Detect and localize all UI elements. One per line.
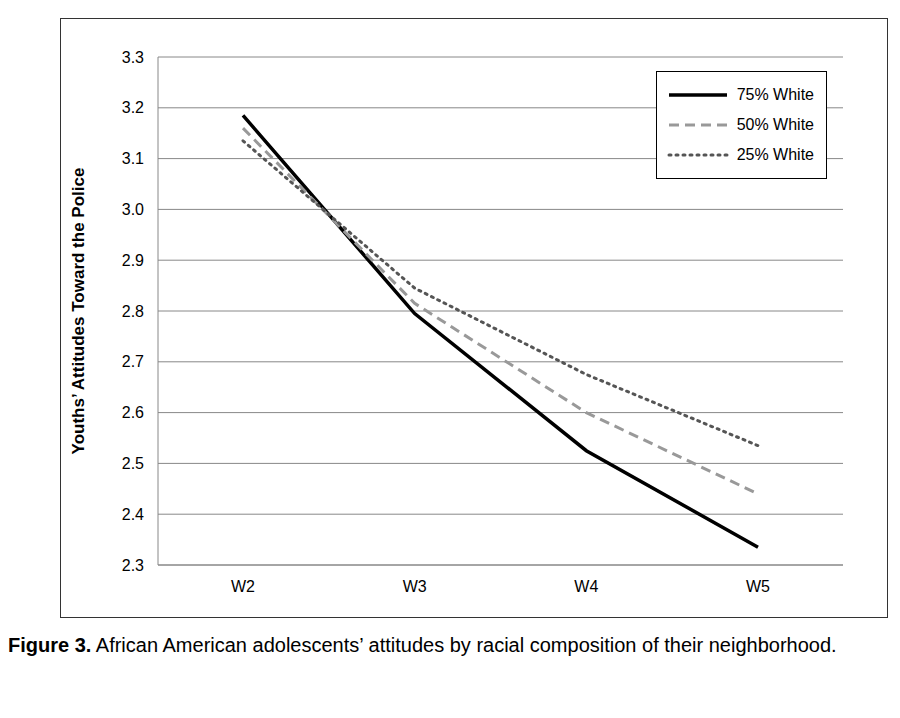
svg-text:W5: W5 [746, 578, 770, 595]
html-text:Figure 3. African American ado: Figure 3. African American adolescents’ … [8, 634, 837, 656]
svg-text:3.0: 3.0 [122, 201, 144, 218]
svg-text:3.2: 3.2 [122, 99, 144, 116]
svg-text:2.8: 2.8 [122, 303, 144, 320]
svg-text:2.4: 2.4 [122, 506, 144, 523]
svg-text:3.3: 3.3 [122, 49, 144, 66]
svg-text:Youths’ Attitudes Toward the P: Youths’ Attitudes Toward the Police [69, 168, 88, 455]
svg-text:2.3: 2.3 [122, 557, 144, 574]
svg-text:W3: W3 [403, 578, 427, 595]
svg-text:2.6: 2.6 [122, 404, 144, 421]
svg-text:3.1: 3.1 [122, 150, 144, 167]
svg-text:2.7: 2.7 [122, 353, 144, 370]
svg-text:W2: W2 [231, 578, 255, 595]
svg-text:2.9: 2.9 [122, 252, 144, 269]
svg-text:2.5: 2.5 [122, 455, 144, 472]
html-text:50% White: 50% White [736, 116, 814, 133]
svg-text:W4: W4 [574, 578, 598, 595]
html-text:25% White: 25% White [736, 146, 814, 163]
html-text:75% White: 75% White [736, 86, 814, 103]
